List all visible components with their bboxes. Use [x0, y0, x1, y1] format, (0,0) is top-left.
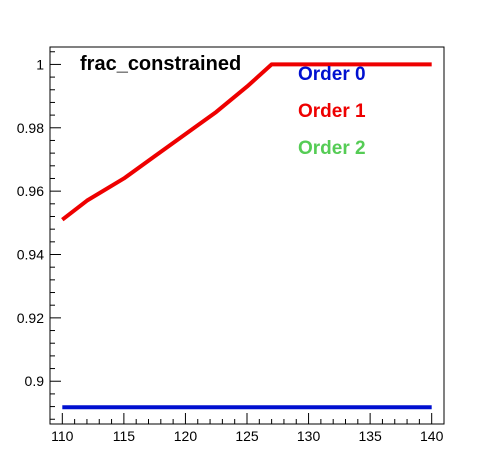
series-layer: [61, 62, 432, 410]
x-tick-label: 135: [358, 428, 382, 444]
y-tick-label: 1: [36, 56, 44, 72]
y-tick-label: 0.96: [17, 183, 44, 199]
x-tick-label: 115: [113, 428, 136, 444]
legend-item-order-1: Order 1: [298, 101, 366, 122]
x-tick-label: 110: [51, 428, 74, 444]
x-tick-label: 120: [174, 428, 198, 444]
x-tick-label: 140: [420, 428, 444, 444]
x-tick-label: 130: [297, 428, 321, 444]
y-tick-label: 0.92: [17, 310, 44, 326]
y-tick-label: 0.9: [25, 373, 45, 389]
y-tick-label: 0.94: [17, 247, 44, 263]
y-tick-label: 0.98: [17, 120, 44, 136]
chart-title: frac_constrained: [80, 53, 241, 75]
plot-frame: [49, 46, 445, 425]
legend-item-order-0: Order 0: [298, 64, 366, 85]
x-tick-label: 125: [235, 428, 259, 444]
series-line-order-1: [61, 62, 432, 222]
axes-layer: 110 115 120 125 130 135 140 0.9 0.92 0.94 0.96 0.98…: [17, 51, 445, 444]
legend: Order 0 Order 1 Order 2: [298, 64, 366, 159]
legend-item-order-2: Order 2: [298, 138, 366, 159]
